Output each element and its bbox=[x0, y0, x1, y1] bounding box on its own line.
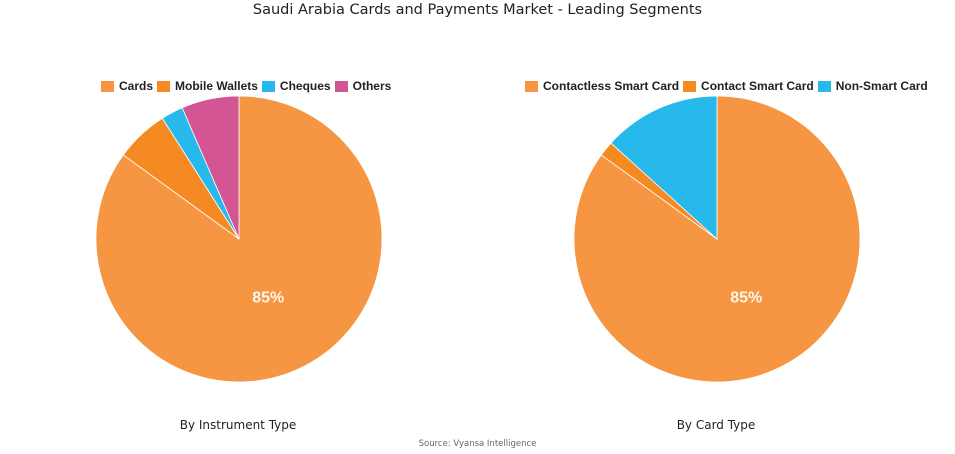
legend-item[interactable]: Cheques bbox=[261, 79, 331, 93]
pie-chart-card-type: 85% bbox=[573, 95, 861, 383]
data-label: 85% bbox=[252, 289, 284, 306]
legend-label: Contact Smart Card bbox=[701, 79, 814, 93]
data-label: 85% bbox=[730, 289, 762, 306]
legend-label: Others bbox=[352, 79, 392, 93]
legend-item[interactable]: Non-Smart Card bbox=[817, 79, 928, 93]
legend-label: Cheques bbox=[279, 79, 331, 93]
pie-slice[interactable] bbox=[181, 95, 240, 240]
legend-swatch bbox=[683, 80, 697, 92]
source-note: Source: Vyansa Intelligence bbox=[418, 439, 537, 449]
legend-swatch bbox=[101, 80, 114, 92]
legend-item[interactable]: Cards bbox=[101, 79, 153, 93]
pie-slice[interactable] bbox=[610, 95, 718, 240]
legend-label: Contactless Smart Card bbox=[543, 79, 680, 93]
legend-item[interactable]: Contact Smart Card bbox=[683, 79, 814, 93]
subtitle-instrument-type: By Instrument Type bbox=[179, 418, 297, 432]
legend-swatch bbox=[334, 80, 348, 92]
legend-instrument-type: Cards Mobile Wallets Cheques Others bbox=[101, 79, 395, 93]
legend-card-type: Contactless Smart Card Contact Smart Card… bbox=[525, 79, 932, 93]
legend-swatch bbox=[157, 80, 171, 92]
legend-swatch bbox=[817, 80, 831, 92]
chart-title: Saudi Arabia Cards and Payments Market -… bbox=[252, 2, 703, 18]
legend-item[interactable]: Mobile Wallets bbox=[157, 79, 258, 93]
legend-swatch bbox=[261, 80, 275, 92]
legend-label: Mobile Wallets bbox=[175, 79, 258, 93]
pie-chart-instrument-type: 85% bbox=[95, 95, 383, 383]
subtitle-card-type: By Card Type bbox=[676, 418, 756, 432]
legend-swatch bbox=[525, 80, 538, 92]
legend-item[interactable]: Contactless Smart Card bbox=[525, 79, 679, 93]
legend-label: Cards bbox=[119, 79, 154, 93]
legend-item[interactable]: Others bbox=[334, 79, 392, 93]
legend-label: Non-Smart Card bbox=[835, 79, 928, 93]
